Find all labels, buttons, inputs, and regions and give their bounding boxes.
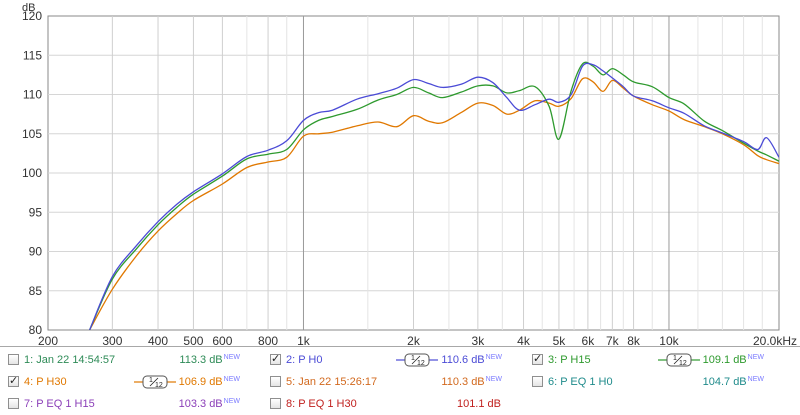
legend-value-text-1: 113.3 dB bbox=[179, 354, 223, 366]
y-tick-label: 120 bbox=[22, 9, 42, 23]
x-tick-label: 8k bbox=[627, 334, 641, 346]
legend-value-2: 110.6 dBNEW bbox=[438, 354, 502, 366]
x-tick-label: 3k bbox=[472, 334, 486, 346]
legend-checkbox-4[interactable] bbox=[8, 374, 19, 387]
legend-item-5[interactable]: 5: Jan 22 15:26:17 110.3 dBNEW bbox=[270, 372, 522, 392]
legend-item-2[interactable]: 2: P H0 112 110.6 dBNEW bbox=[270, 350, 522, 370]
legend-checkbox-8[interactable] bbox=[270, 398, 281, 409]
legend-value-8: 101.1 dB bbox=[438, 398, 502, 410]
smoothing-badge-2[interactable]: 1 12 bbox=[396, 353, 438, 367]
y-tick-label: 90 bbox=[29, 245, 43, 259]
x-tick-label: 20.0kHz bbox=[753, 334, 797, 346]
frequency-response-chart: 80 85 90 95 100 105 110 115 120 dB 200 300 400 500 600… bbox=[22, 2, 797, 348]
legend-value-text-5: 110.3 dB bbox=[441, 376, 485, 388]
smoothing-label: 12 bbox=[679, 360, 687, 367]
smoothing-badge-3[interactable]: 1 12 bbox=[658, 353, 700, 367]
y-tick-label: 115 bbox=[23, 48, 42, 62]
legend-label-1: 1: Jan 22 14:54:57 bbox=[24, 354, 116, 366]
x-tick-label: 200 bbox=[38, 334, 58, 346]
legend-label-4: 4: P H30 bbox=[24, 376, 67, 388]
x-tick-label: 800 bbox=[258, 334, 278, 346]
legend-new-5: NEW bbox=[485, 376, 502, 383]
x-tick-label: 300 bbox=[102, 334, 122, 346]
legend-value-text-3: 109.1 dB bbox=[702, 354, 747, 366]
series-line-p-h0 bbox=[89, 62, 779, 330]
legend-value-text-8: 101.1 dB bbox=[456, 398, 501, 410]
legend-value-text-4: 106.9 dB bbox=[178, 376, 223, 388]
smoothing-label: 1 bbox=[149, 377, 153, 384]
legend-new-4: NEW bbox=[223, 376, 240, 383]
legend-new-3: NEW bbox=[747, 354, 764, 361]
x-tick-label: 400 bbox=[148, 334, 168, 346]
legend-value-7: 103.3 dBNEW bbox=[176, 398, 240, 410]
legend-checkbox-7[interactable] bbox=[8, 398, 19, 409]
x-tick-label: 5k bbox=[553, 334, 567, 346]
legend-value-6: 104.7 dBNEW bbox=[700, 376, 764, 388]
y-tick-label: 110 bbox=[23, 88, 42, 102]
x-tick-label: 4k bbox=[517, 334, 531, 346]
legend-checkbox-6[interactable] bbox=[532, 376, 543, 387]
legend-item-6[interactable]: 6: P EQ 1 H0 104.7 dBNEW bbox=[532, 372, 784, 392]
legend-checkbox-5[interactable] bbox=[270, 376, 281, 387]
y-tick-label: 105 bbox=[22, 127, 42, 141]
series-line-p-h15 bbox=[89, 61, 779, 330]
smoothing-label: 1 bbox=[411, 355, 415, 362]
legend-checkbox-3[interactable] bbox=[532, 352, 543, 365]
legend-value-4: 106.9 dBNEW bbox=[176, 376, 240, 388]
legend-checkbox-1[interactable] bbox=[8, 354, 19, 365]
legend-new-2: NEW bbox=[485, 354, 502, 361]
legend-item-4[interactable]: 4: P H30 112 106.9 dBNEW bbox=[8, 372, 260, 392]
y-tick-label: 100 bbox=[22, 166, 42, 180]
x-tick-label: 600 bbox=[212, 334, 232, 346]
legend-item-3[interactable]: 3: P H15 112 109.1 dBNEW bbox=[532, 350, 784, 370]
smoothing-label: 12 bbox=[155, 382, 163, 389]
legend-value-5: 110.3 dBNEW bbox=[438, 376, 502, 388]
legend-item-1[interactable]: 1: Jan 22 14:54:57 113.3 dBNEW bbox=[8, 350, 260, 370]
legend-item-8[interactable]: 8: P EQ 1 H30 101.1 dB bbox=[270, 394, 522, 414]
x-tick-label: 6k bbox=[582, 334, 596, 346]
legend-label-8: 8: P EQ 1 H30 bbox=[286, 398, 357, 410]
legend-label-2: 2: P H0 bbox=[286, 354, 323, 366]
x-tick-label: 7k bbox=[606, 334, 620, 346]
y-tick-label: 80 bbox=[29, 323, 43, 337]
y-tick-label: 85 bbox=[29, 284, 43, 298]
smoothing-label: 12 bbox=[417, 360, 425, 367]
legend-value-1: 113.3 dBNEW bbox=[176, 354, 240, 366]
legend-value-text-2: 110.6 dB bbox=[441, 354, 485, 366]
legend-new-1: NEW bbox=[223, 354, 240, 361]
y-tick-label: 95 bbox=[29, 205, 43, 219]
legend-item-7[interactable]: 7: P EQ 1 H15 103.3 dBNEW bbox=[8, 394, 260, 414]
series-line-p-h30 bbox=[89, 77, 779, 330]
legend-label-3: 3: P H15 bbox=[548, 354, 591, 366]
smoothing-badge-4[interactable]: 1 12 bbox=[134, 375, 176, 389]
y-axis-label: dB bbox=[22, 2, 35, 14]
legend-label-6: 6: P EQ 1 H0 bbox=[548, 376, 613, 388]
smoothing-label: 1 bbox=[673, 355, 677, 362]
legend-label-5: 5: Jan 22 15:26:17 bbox=[286, 376, 378, 388]
legend-value-text-6: 104.7 dB bbox=[702, 376, 747, 388]
legend-checkbox-2[interactable] bbox=[270, 352, 281, 365]
x-tick-label: 2k bbox=[407, 334, 421, 346]
x-tick-label: 10k bbox=[659, 334, 679, 346]
x-tick-label: 500 bbox=[183, 334, 203, 346]
x-tick-label: 1k bbox=[297, 334, 311, 346]
legend-new-7: NEW bbox=[223, 398, 240, 405]
legend-label-7: 7: P EQ 1 H15 bbox=[24, 398, 95, 410]
legend-value-text-7: 103.3 dB bbox=[178, 398, 223, 410]
legend-panel: 1: Jan 22 14:54:57 113.3 dBNEW 2: P H0 1… bbox=[0, 346, 800, 415]
legend-value-3: 109.1 dBNEW bbox=[700, 354, 764, 366]
legend-new-6: NEW bbox=[747, 376, 764, 383]
